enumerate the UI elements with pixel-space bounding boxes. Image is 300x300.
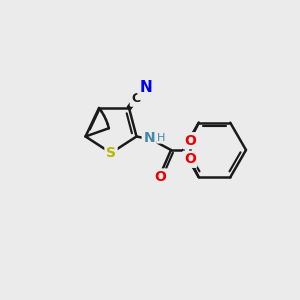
Text: O: O <box>184 134 196 148</box>
Text: N: N <box>143 131 155 145</box>
Text: O: O <box>184 152 196 166</box>
Text: H: H <box>157 133 165 143</box>
Text: N: N <box>139 80 152 95</box>
Text: S: S <box>106 146 116 160</box>
Text: O: O <box>154 170 166 184</box>
Text: C: C <box>131 92 140 105</box>
